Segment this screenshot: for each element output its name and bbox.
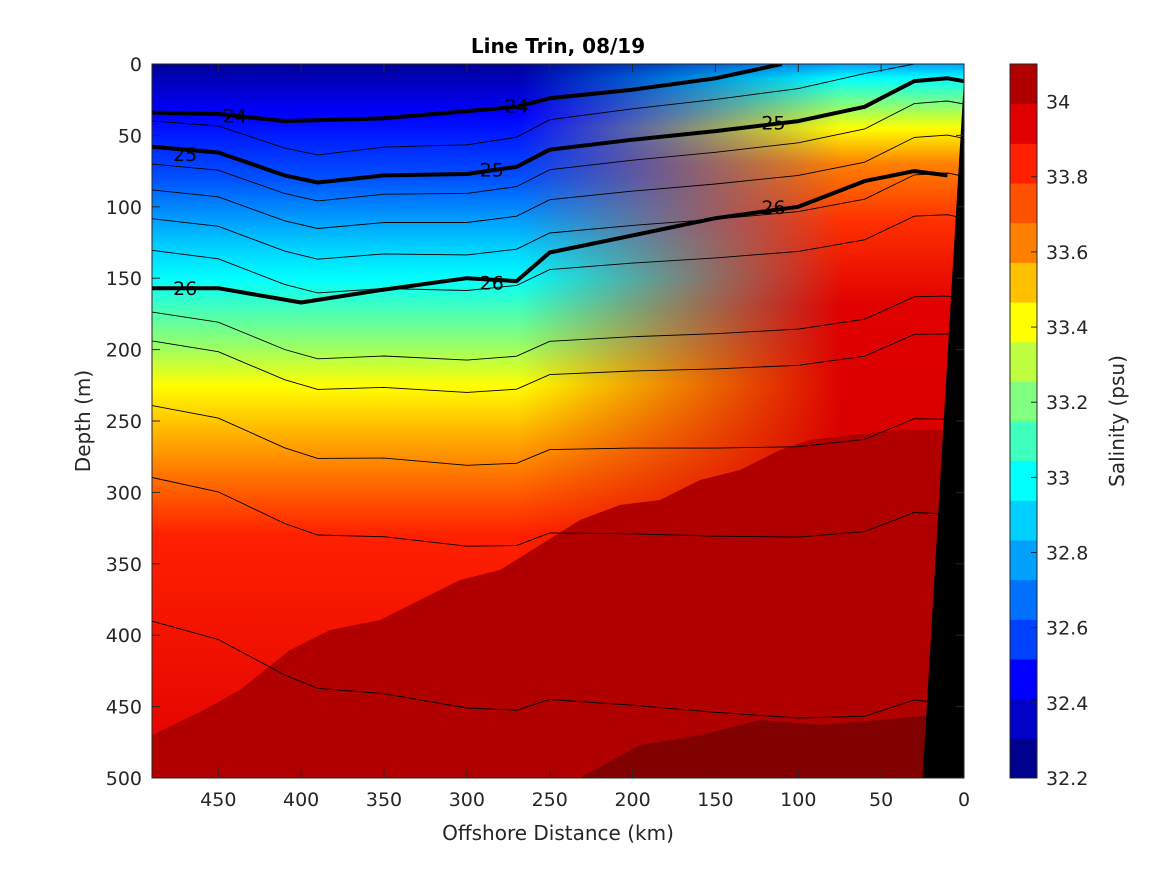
colorbar-segment	[1010, 262, 1037, 303]
colorbar-segment	[1010, 143, 1037, 184]
x-axis: 450 400 350 300 250 200 150 100 50 0	[200, 64, 970, 811]
x-tick-label: 350	[366, 789, 402, 811]
density-contour-25	[152, 76, 964, 185]
colorbar-segment	[1010, 302, 1037, 343]
contour-label: 26	[173, 278, 197, 300]
colorbar-segment	[1010, 738, 1037, 779]
density-contour-26	[152, 169, 948, 305]
colorbar-tick-label: 32.4	[1046, 693, 1088, 715]
x-tick-label: 50	[869, 789, 893, 811]
colorbar-segment	[1010, 103, 1037, 144]
colorbar-frame	[1009, 63, 1038, 779]
thin-contour	[152, 405, 964, 466]
colorbar-segment	[1010, 579, 1037, 620]
y-tick-label: 500	[106, 768, 142, 790]
x-tick-label: 200	[614, 789, 650, 811]
land-mask	[922, 78, 964, 778]
colorbar-segment	[1010, 421, 1037, 462]
contour-label: 25	[761, 113, 785, 135]
contour-label: 24	[504, 95, 528, 117]
colorbar-tick-label: 33.4	[1046, 317, 1088, 339]
y-tick-label: 100	[106, 197, 142, 219]
thin-contour	[152, 620, 964, 719]
chart-title: Line Trin, 08/19	[471, 34, 645, 58]
deepest-salinity-region	[580, 700, 964, 778]
density-contours: 24 24 25 25 25 26 26 26	[152, 64, 964, 719]
colorbar-label: Salinity (psu)	[1105, 355, 1129, 487]
colorbar-tick-label: 33.2	[1046, 392, 1088, 414]
thin-contour	[152, 134, 964, 229]
colorbar-segment	[1010, 500, 1037, 541]
contour-label: 25	[480, 160, 504, 182]
colorbar-tick-label: 34	[1046, 92, 1070, 114]
x-axis-label: Offshore Distance (km)	[442, 821, 674, 845]
y-axis-label: Depth (m)	[71, 370, 95, 472]
y-tick-label: 50	[118, 125, 142, 147]
x-tick-label: 300	[449, 789, 485, 811]
thin-contour	[152, 214, 964, 294]
contour-label: 26	[480, 272, 504, 294]
y-axis: 0 50 100 150 200 250 300 350 400 450 500	[106, 54, 964, 790]
density-contour-24	[152, 64, 783, 124]
colorbar-segment	[1010, 540, 1037, 581]
contour-label: 24	[223, 105, 247, 127]
x-tick-label: 400	[283, 789, 319, 811]
x-tick-label: 150	[697, 789, 733, 811]
colorbar-tick-label: 32.8	[1046, 543, 1088, 565]
colorbar-segment	[1010, 381, 1037, 422]
colorbar-tick-label: 33	[1046, 467, 1070, 489]
colorbar: 34 33.8 33.6 33.4 33.2 33 32.8 32.6 32.4 32.2	[1009, 63, 1088, 790]
y-tick-label: 0	[130, 54, 142, 76]
colorbar-tick-label: 32.2	[1046, 768, 1088, 790]
y-tick-label: 200	[106, 340, 142, 362]
contour-label: 25	[173, 144, 197, 166]
x-tick-label: 100	[780, 789, 816, 811]
colorbar-segment	[1010, 183, 1037, 224]
thin-contour	[152, 333, 964, 393]
colorbar-segment	[1010, 341, 1037, 382]
colorbar-tick-label: 32.6	[1046, 618, 1088, 640]
plot-area: 24 24 25 25 25 26 26 26	[152, 64, 964, 778]
colorbar-tick-label: 33.6	[1046, 242, 1088, 264]
thin-contour	[152, 477, 964, 547]
y-tick-label: 150	[106, 268, 142, 290]
colorbar-segment	[1010, 64, 1037, 105]
y-tick-label: 350	[106, 554, 142, 576]
contour-label: 26	[761, 197, 785, 219]
y-tick-label: 250	[106, 411, 142, 433]
x-tick-label: 450	[200, 789, 236, 811]
colorbar-segment	[1010, 619, 1037, 660]
thin-contour	[152, 172, 964, 260]
colorbar-segment	[1010, 460, 1037, 501]
x-tick-label: 0	[958, 789, 970, 811]
thin-contour	[152, 100, 964, 202]
y-tick-label: 450	[106, 697, 142, 719]
colorbar-segment	[1010, 698, 1037, 739]
colorbar-segment	[1010, 222, 1037, 263]
y-tick-label: 300	[106, 482, 142, 504]
thin-contour	[152, 64, 964, 156]
colorbar-tick-label: 33.8	[1046, 167, 1088, 189]
thin-contour	[152, 295, 964, 361]
colorbar-segment	[1010, 659, 1037, 700]
y-tick-label: 400	[106, 625, 142, 647]
x-tick-label: 250	[532, 789, 568, 811]
